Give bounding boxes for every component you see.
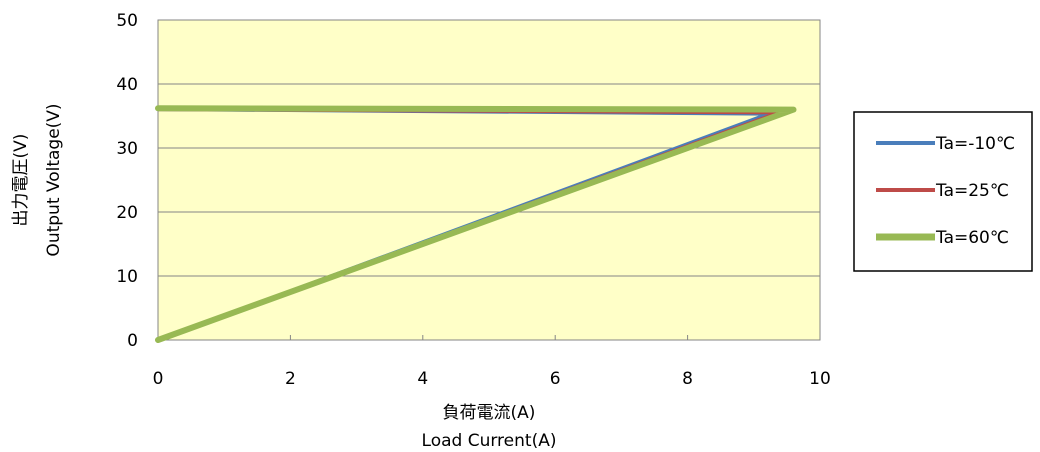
x-tick-label: 0: [153, 369, 164, 389]
x-axis-title-en: Load Current(A): [422, 431, 557, 451]
series-line-3: [155, 105, 797, 343]
legend-label-1: Ta=-10℃: [935, 134, 1015, 154]
legend-label-2: Ta=25℃: [935, 181, 1009, 201]
y-tick-labels: 0 10 20 30 40 50: [116, 11, 138, 351]
y-tick-label: 0: [127, 331, 138, 351]
y-tick-label: 50: [116, 11, 138, 31]
x-tick-label: 6: [550, 369, 561, 389]
x-axis-title-jp: 負荷電流(A): [443, 403, 536, 423]
plot-area: [157, 19, 821, 341]
x-tick-label: 10: [809, 369, 831, 389]
y-tick-label: 40: [116, 75, 138, 95]
y-tick-label: 20: [116, 203, 138, 223]
y-tick-label: 30: [116, 139, 138, 159]
x-tick-label: 8: [682, 369, 693, 389]
gridlines: [158, 19, 820, 277]
y-axis-title-en: Output Voltage(V): [44, 103, 64, 256]
legend: Ta=-10℃ Ta=25℃ Ta=60℃: [876, 134, 1015, 248]
series-lines: [155, 105, 797, 343]
x-tick-labels: 0 2 4 6 8 10: [153, 369, 831, 389]
legend-label-3: Ta=60℃: [935, 228, 1009, 248]
x-tick-label: 4: [417, 369, 428, 389]
x-tick-label: 2: [285, 369, 296, 389]
y-tick-label: 10: [116, 267, 138, 287]
y-axis-title-jp: 出力電圧(V): [11, 134, 31, 227]
